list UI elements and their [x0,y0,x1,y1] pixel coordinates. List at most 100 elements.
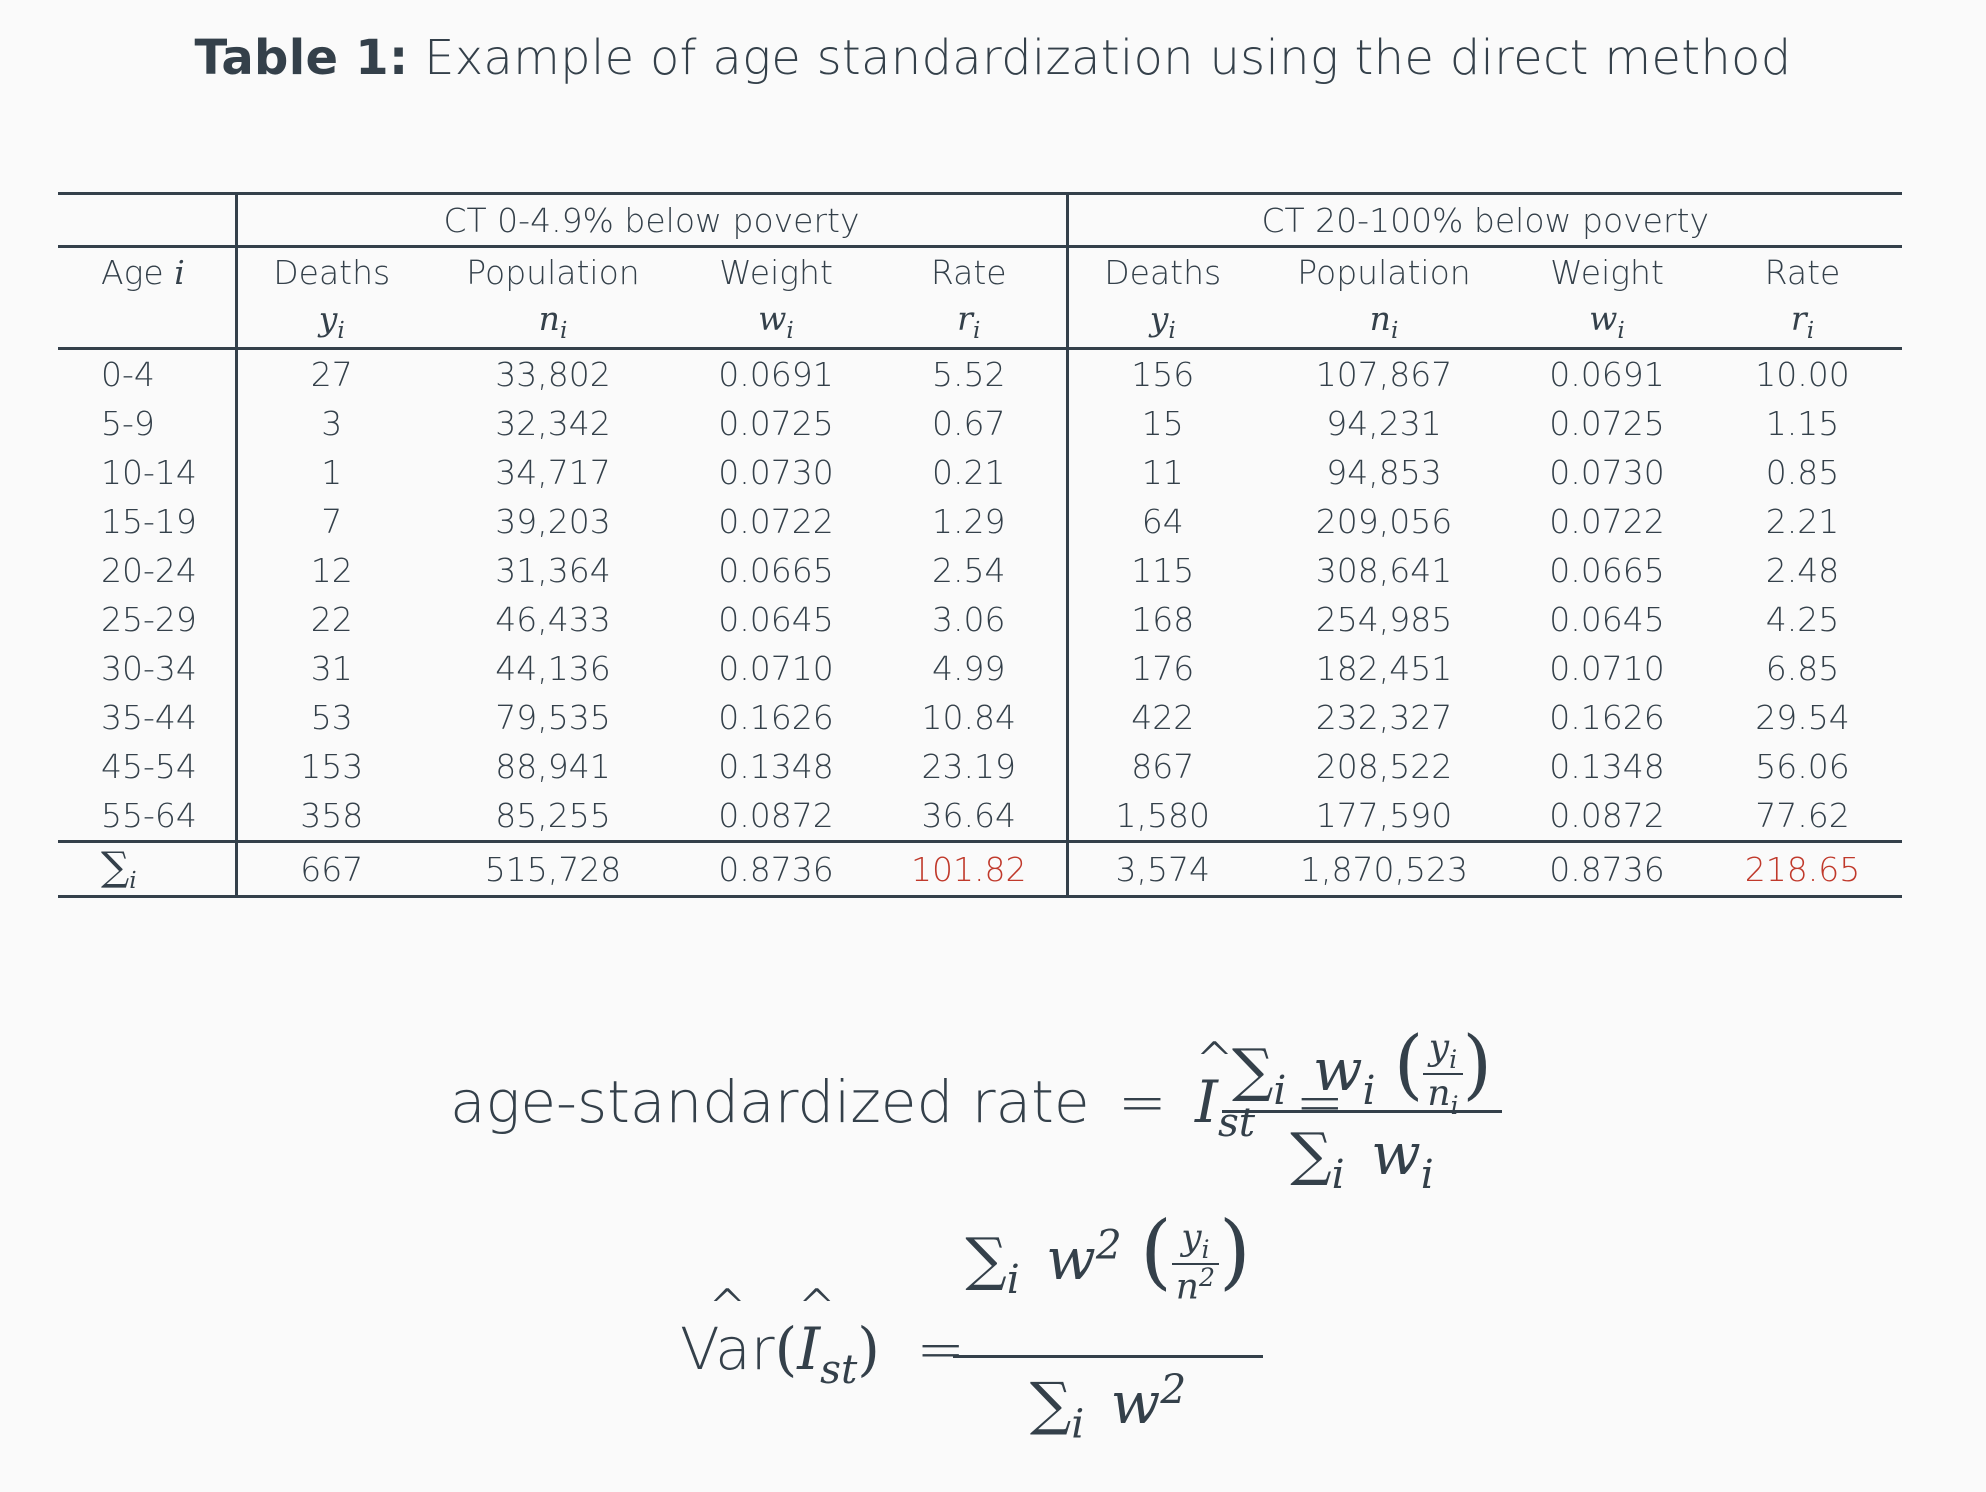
formula1-estimator: ^ I [1195,1032,1234,1136]
value-cell-left-3: 23.19 [872,742,1069,791]
formula2-inner-fraction: yi n2 [1171,1219,1219,1307]
column-symbol-index: i [1806,318,1815,345]
column-label-right-3: Rate [1764,253,1841,292]
value-cell-right-2: 0.0730 [1549,453,1665,492]
value-cell-right-1: 177,590 [1315,796,1453,835]
value-cell-left-2: 0.0710 [718,649,834,688]
age-cell: 25-29 [58,595,238,644]
value-cell-left-2: 0.0691 [718,355,834,394]
variance-formula: ^ Var(^ Ist) = ∑i w2 (yi n2) ∑i w2 [680,1205,1280,1448]
sum-cell-left-2: 0.8736 [680,840,872,898]
table-row: 0-4 27 33,802 0.0691 5.52 156 107,867 0.0691 10.… [58,348,1902,399]
table-row: 15-19 7 39,203 0.0722 1.29 64 209,056 0.0722 2.2… [58,497,1902,546]
value-cell-left-1: 31,364 [495,551,611,590]
column-symbol-letter: w [1589,299,1618,339]
value-cell-right-2: 0.0872 [1549,796,1665,835]
value-cell-left-0: 153 [300,747,364,786]
column-label-left-2: Weight [719,253,833,292]
age-header: Age i [58,245,238,297]
formula1-numerator: ∑i wi (yi ni) [1232,1020,1492,1120]
value-cell-right-0: 156 [1131,355,1195,394]
sum-cell-left-0: 667 [236,840,426,898]
column-symbol-right-0: yi [1067,297,1257,350]
value-cell-right-1: 107,867 [1315,355,1453,394]
column-symbol-index: i [337,318,345,345]
age-cell: 20-24 [58,546,238,595]
formula2-estimator: ^ I [797,1279,837,1383]
column-symbol-row: yi ni wi ri yi ni wi ri [58,297,1902,350]
value-cell-right-1: 232,327 [1315,698,1453,737]
value-cell-right-0: 867 [1131,747,1195,786]
column-symbol-right-1: ni [1257,297,1511,350]
column-symbol-index: i [786,318,794,345]
value-cell-right-3: 4.25 [1765,600,1840,639]
value-cell-left-2: 0.0722 [718,502,834,541]
value-cell-left-0: 22 [310,600,353,639]
column-symbol-letter: y [318,299,338,339]
table-row: 35-44 53 79,535 0.1626 10.84 422 232,327 0.1626… [58,693,1902,742]
value-cell-left-0: 31 [310,649,353,688]
column-symbol-left-1: ni [426,297,680,350]
value-cell-right-2: 0.0645 [1549,600,1665,639]
formula1-lhs: age-standardized rate = ^ Ist = [450,1032,1358,1147]
value-cell-right-0: 176 [1131,649,1195,688]
formula1-lhs-text: age-standardized rate [450,1068,1090,1136]
age-standardization-table: CT 0-4.9% below poverty CT 20-100% below… [58,192,1902,898]
value-cell-left-2: 0.0665 [718,551,834,590]
value-cell-left-2: 0.0645 [718,600,834,639]
table-row: 10-14 1 34,717 0.0730 0.21 11 94,853 0.0730 0.85 [58,448,1902,497]
age-cell: 10-14 [58,448,238,497]
formula1-equals-1: = [1117,1068,1167,1136]
column-label-right-2: Weight [1550,253,1664,292]
table-caption: Table 1: Example of age standardization … [0,30,1986,86]
sum-cell-right-1: 1,870,523 [1257,840,1511,898]
value-cell-left-1: 44,136 [495,649,611,688]
age-cell: 5-9 [58,399,238,448]
value-cell-right-3: 29.54 [1755,698,1850,737]
value-cell-right-3: 56.06 [1755,747,1850,786]
value-cell-right-3: 10.00 [1755,355,1850,394]
value-cell-right-2: 0.1348 [1549,747,1665,786]
sum-sigma: ∑ [101,843,130,890]
value-cell-right-0: 64 [1141,502,1184,541]
formula2-var: ^ Var [680,1279,775,1383]
value-cell-right-1: 94,853 [1326,453,1442,492]
column-symbol-right-2: wi [1511,297,1703,350]
value-cell-right-1: 182,451 [1315,649,1453,688]
value-cell-left-3: 0.67 [872,399,1069,448]
value-cell-left-0: 53 [310,698,353,737]
column-symbol-index: i [972,318,981,345]
age-cell: 35-44 [58,693,238,742]
column-symbol-index: i [1617,318,1625,345]
value-cell-right-2: 0.0691 [1549,355,1665,394]
value-cell-right-3: 2.48 [1765,551,1840,590]
age-cell: 55-64 [58,791,238,842]
value-cell-right-3: 77.62 [1755,796,1850,835]
value-cell-left-0: 1 [321,453,343,492]
value-cell-right-3: 1.15 [1765,404,1840,443]
caption-text: Example of age standardization using the… [424,30,1792,86]
value-cell-left-1: 32,342 [495,404,611,443]
formula2-denominator: ∑i w2 [1029,1365,1187,1448]
formula2-lhs: ^ Var(^ Ist) = [680,1279,965,1394]
value-cell-left-1: 79,535 [495,698,611,737]
column-label-left-3: Rate [872,246,1069,297]
symbol-corner [58,297,238,350]
value-cell-right-0: 115 [1131,551,1195,590]
value-cell-left-0: 12 [310,551,353,590]
age-cell: 30-34 [58,644,238,693]
age-cell: 45-54 [58,742,238,791]
column-symbol-index: i [559,318,568,345]
empty-corner [58,192,238,247]
value-cell-left-1: 33,802 [495,355,611,394]
column-symbol-letter: w [758,299,787,339]
value-cell-left-3: 0.21 [872,448,1069,497]
group-header-right: CT 20-100% below poverty [1067,192,1902,248]
formula1-estimator-sub: st [1217,1098,1256,1147]
value-cell-right-1: 208,522 [1315,747,1453,786]
value-cell-left-1: 46,433 [495,600,611,639]
value-cell-left-0: 3 [321,404,343,443]
value-cell-left-3: 5.52 [872,348,1069,399]
value-cell-right-2: 0.0710 [1549,649,1665,688]
caption-label: Table 1: [194,30,409,86]
